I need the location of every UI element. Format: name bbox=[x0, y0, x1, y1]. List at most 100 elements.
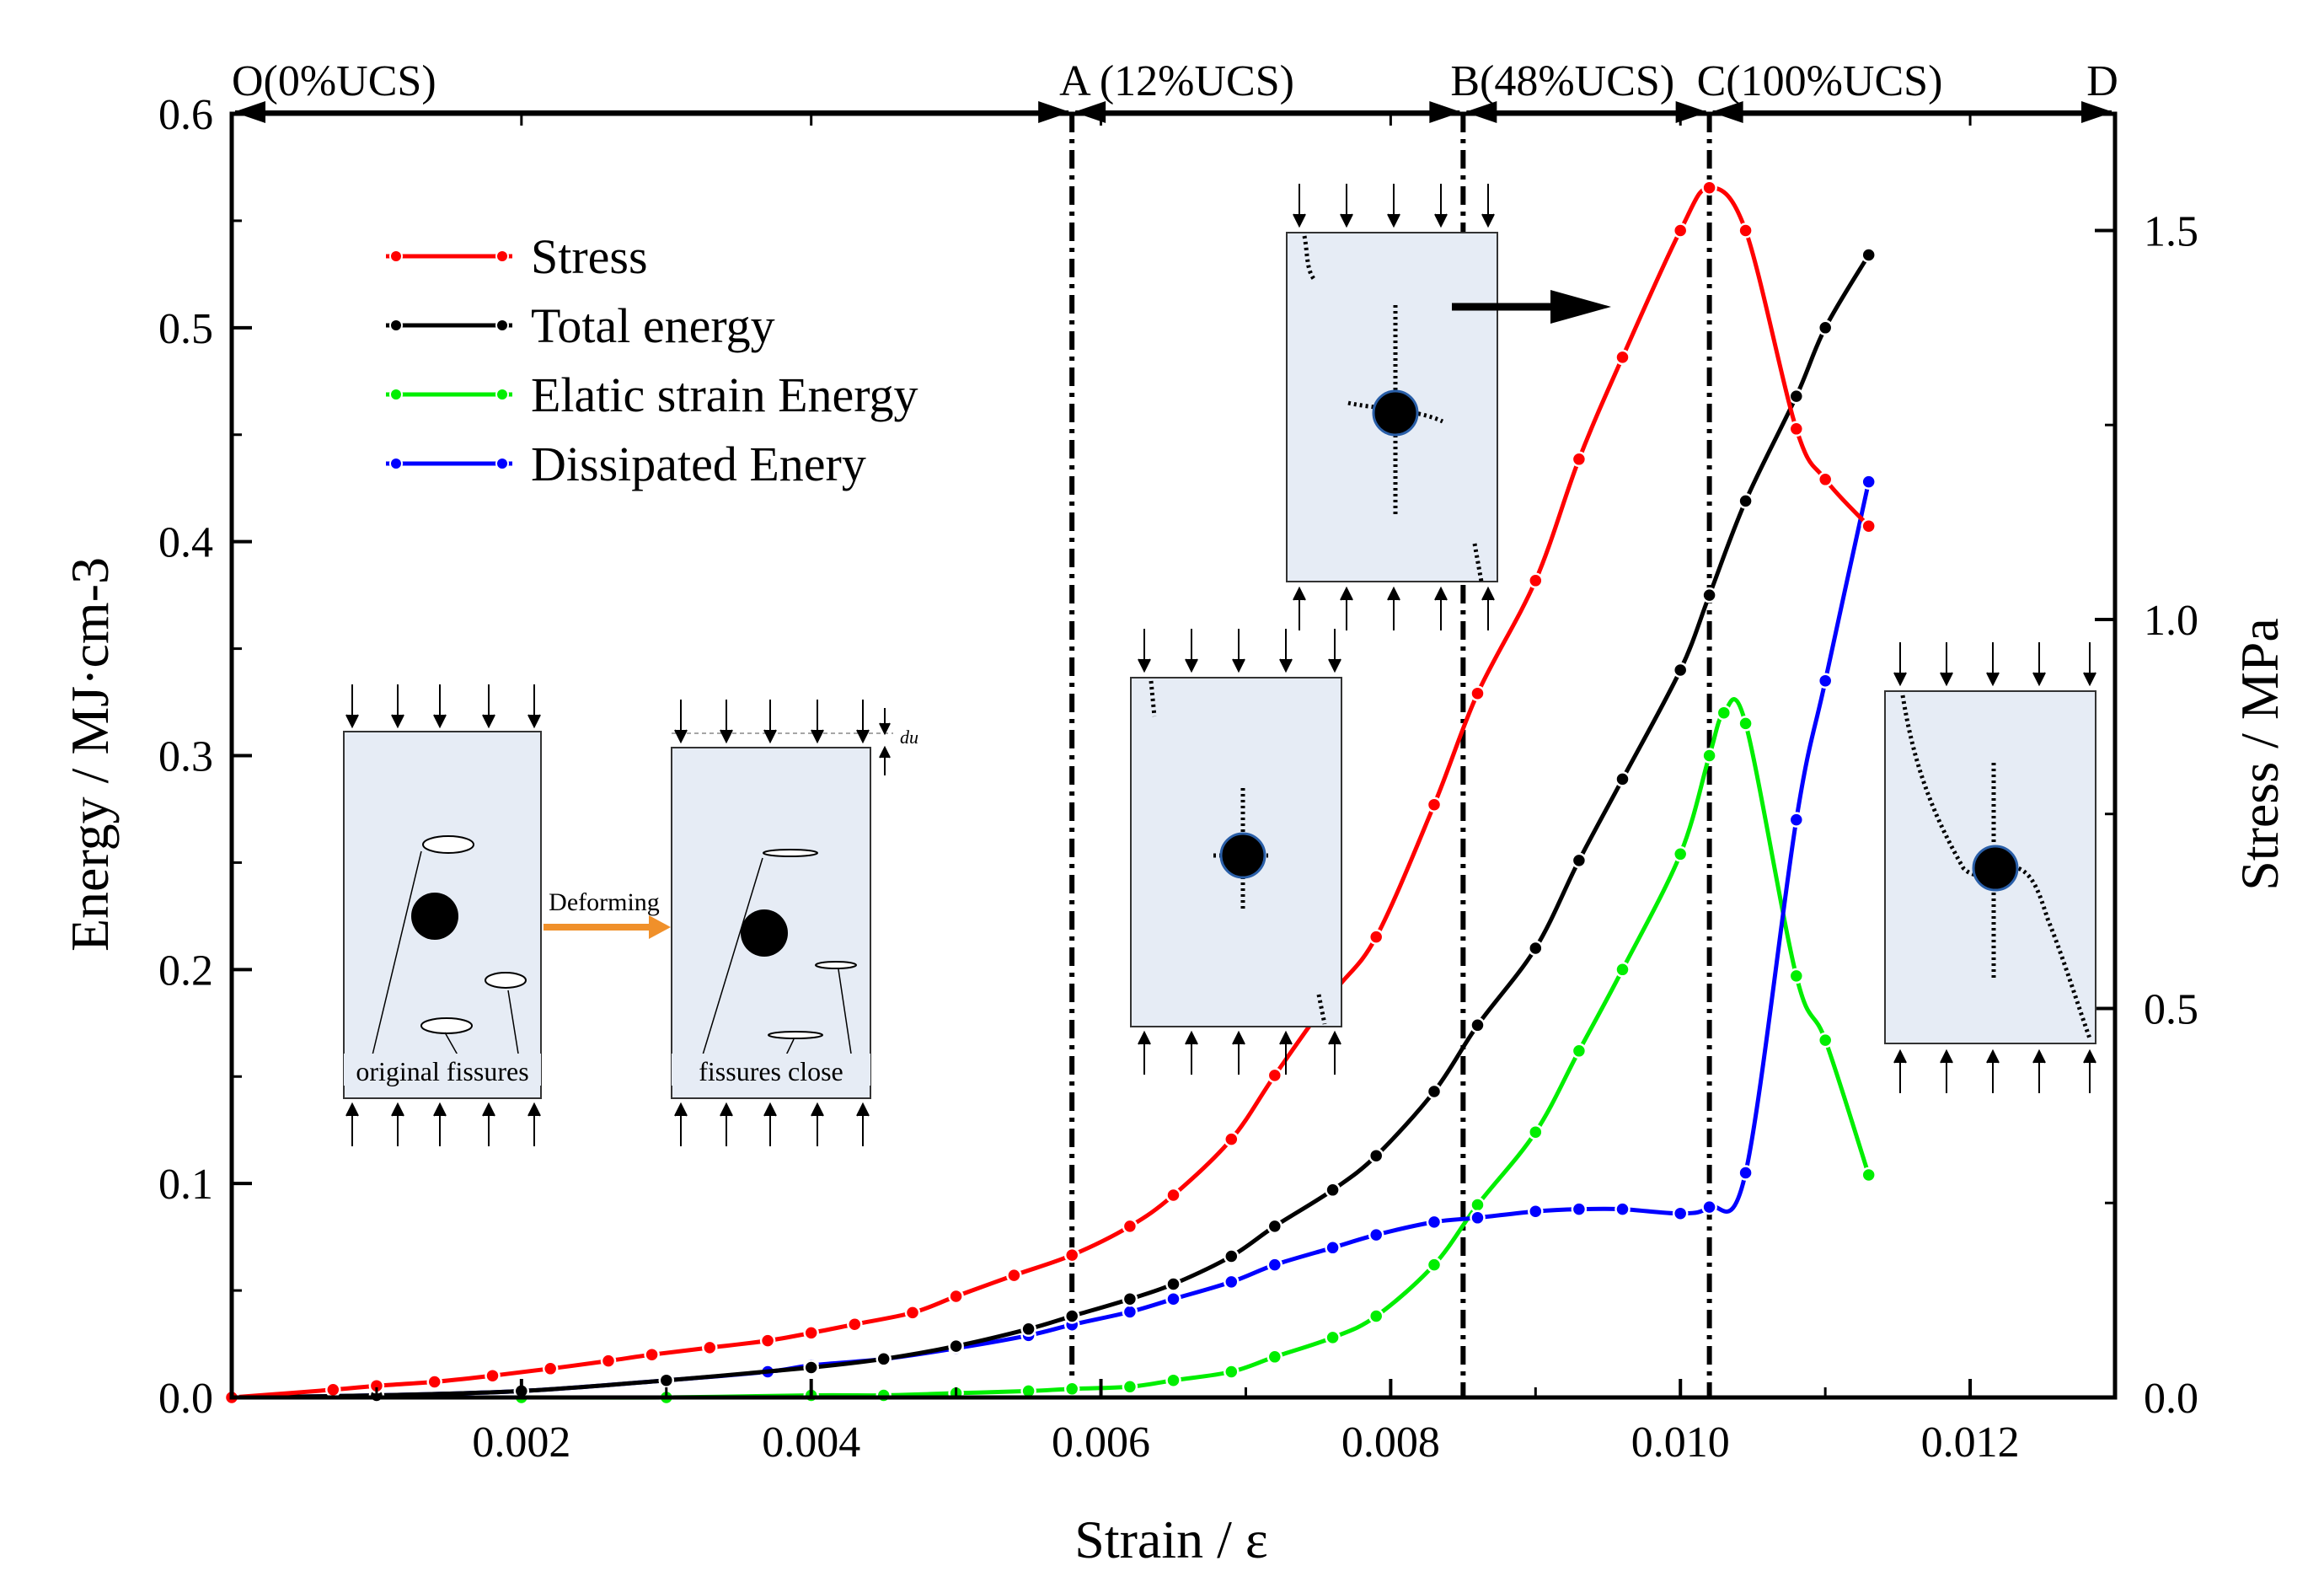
data-point bbox=[1426, 1083, 1443, 1100]
legend-marker bbox=[495, 319, 509, 332]
data-point bbox=[948, 1288, 964, 1305]
data-point bbox=[1716, 705, 1732, 721]
inset-crack-stage-d bbox=[1884, 642, 2096, 1093]
peak-arrow bbox=[1452, 290, 1611, 324]
y-right-axis-title: Stress / MPa bbox=[2230, 618, 2289, 891]
y-left-axis-title: Energy / MJ·cm-3 bbox=[60, 557, 120, 952]
data-point bbox=[1614, 962, 1631, 978]
y-left-tick-label: 0.4 bbox=[158, 519, 213, 567]
data-point bbox=[325, 1381, 341, 1398]
data-point bbox=[644, 1346, 660, 1363]
data-point bbox=[1165, 1276, 1181, 1292]
inset-closed-specimen: du fissures close bbox=[671, 700, 918, 1146]
data-point bbox=[1368, 1147, 1384, 1164]
data-point bbox=[1470, 1197, 1486, 1213]
stage-arrows: O(0%UCS) A (12%UCS) B(48%UCS) C(100%UCS) D bbox=[232, 57, 2118, 123]
data-point bbox=[1672, 662, 1689, 678]
data-point bbox=[1861, 474, 1877, 490]
crack bbox=[1316, 994, 1327, 1025]
axes-layer: 0.002 0.004 0.006 0.008 0.010 0.012 0.0 0.1 0.2 0… bbox=[158, 91, 2198, 1467]
load-arrows-top bbox=[1138, 629, 1341, 673]
x-tick-label: 0.008 bbox=[1341, 1419, 1440, 1467]
x-tick-label: 0.010 bbox=[1631, 1419, 1730, 1467]
data-point bbox=[1266, 1257, 1283, 1273]
hole bbox=[1219, 832, 1266, 879]
data-point bbox=[1426, 1214, 1443, 1231]
load-arrows-bottom bbox=[1893, 1049, 2096, 1093]
data-point bbox=[1470, 1017, 1486, 1033]
data-point bbox=[759, 1333, 776, 1349]
data-point bbox=[1788, 421, 1805, 437]
stage-arrow-head bbox=[1711, 101, 1743, 123]
data-point bbox=[1224, 1364, 1240, 1380]
stage-arrow-head bbox=[2081, 101, 2113, 123]
data-point bbox=[1122, 1218, 1138, 1235]
y-right-tick-label: 0.0 bbox=[2144, 1375, 2198, 1423]
load-arrows-bottom bbox=[1293, 586, 1495, 630]
stage-arrow-head bbox=[233, 101, 265, 123]
deforming-label: Deforming bbox=[549, 888, 660, 916]
data-point bbox=[1165, 1290, 1181, 1307]
data-point bbox=[1122, 1290, 1138, 1307]
data-point bbox=[1571, 852, 1588, 869]
data-point bbox=[1817, 673, 1834, 689]
x-tick-label: 0.012 bbox=[1921, 1419, 2020, 1467]
data-point bbox=[1672, 223, 1689, 239]
load-arrows-top bbox=[1893, 642, 2096, 687]
data-point bbox=[803, 1360, 819, 1376]
data-point bbox=[1614, 771, 1631, 787]
load-arrows-top bbox=[674, 700, 870, 744]
inset-crack-stage-b bbox=[1286, 184, 1498, 630]
legend-marker bbox=[495, 457, 509, 470]
stage-label: O(0%UCS) bbox=[232, 57, 436, 105]
crack bbox=[2000, 864, 2092, 1039]
stage-arrow-head bbox=[1675, 101, 1708, 123]
data-point bbox=[803, 1325, 819, 1341]
stage-label: C(100%UCS) bbox=[1697, 57, 1943, 105]
data-point bbox=[1325, 1329, 1341, 1346]
crack bbox=[1149, 680, 1157, 717]
data-point bbox=[1006, 1267, 1022, 1284]
stage-arrow-head bbox=[1429, 101, 1462, 123]
fissure bbox=[420, 1017, 473, 1034]
y-left-tick-label: 0.0 bbox=[158, 1375, 213, 1423]
du-label: du bbox=[900, 727, 918, 748]
legend-marker bbox=[495, 249, 509, 263]
data-point bbox=[1122, 1379, 1138, 1395]
load-arrows-top bbox=[345, 684, 541, 729]
data-point bbox=[1861, 518, 1877, 534]
du-arrows bbox=[879, 708, 891, 775]
data-point bbox=[1224, 1274, 1240, 1290]
y-right-tick-label: 1.0 bbox=[2144, 597, 2198, 645]
closed-fissure bbox=[815, 961, 857, 969]
data-point bbox=[1224, 1131, 1240, 1147]
y-left-tick-label: 0.2 bbox=[158, 947, 213, 995]
data-point bbox=[1165, 1372, 1181, 1388]
data-point bbox=[1614, 1201, 1631, 1217]
data-point bbox=[904, 1305, 921, 1321]
data-point bbox=[1528, 572, 1544, 589]
legend-label: Total energy bbox=[531, 298, 775, 353]
data-point bbox=[1165, 1187, 1181, 1204]
data-point bbox=[1571, 451, 1588, 468]
data-point bbox=[702, 1339, 718, 1356]
load-arrows-bottom bbox=[345, 1102, 541, 1146]
data-point bbox=[1368, 929, 1384, 945]
data-point bbox=[1738, 716, 1754, 732]
data-point bbox=[1122, 1304, 1138, 1320]
data-point bbox=[1614, 349, 1631, 366]
hole bbox=[1372, 389, 1419, 437]
load-arrows-top bbox=[1293, 184, 1495, 228]
hole bbox=[1972, 845, 2019, 892]
stage-label: B(48%UCS) bbox=[1450, 57, 1674, 105]
data-point bbox=[1063, 1381, 1080, 1397]
data-point bbox=[1738, 493, 1754, 509]
fissure bbox=[485, 972, 527, 989]
load-arrows-bottom bbox=[1138, 1030, 1341, 1075]
data-point bbox=[1738, 1165, 1754, 1181]
data-point bbox=[847, 1316, 863, 1333]
y-left-tick-label: 0.3 bbox=[158, 733, 213, 781]
data-point bbox=[1325, 1182, 1341, 1199]
y-right-tick-label: 1.5 bbox=[2144, 207, 2198, 255]
